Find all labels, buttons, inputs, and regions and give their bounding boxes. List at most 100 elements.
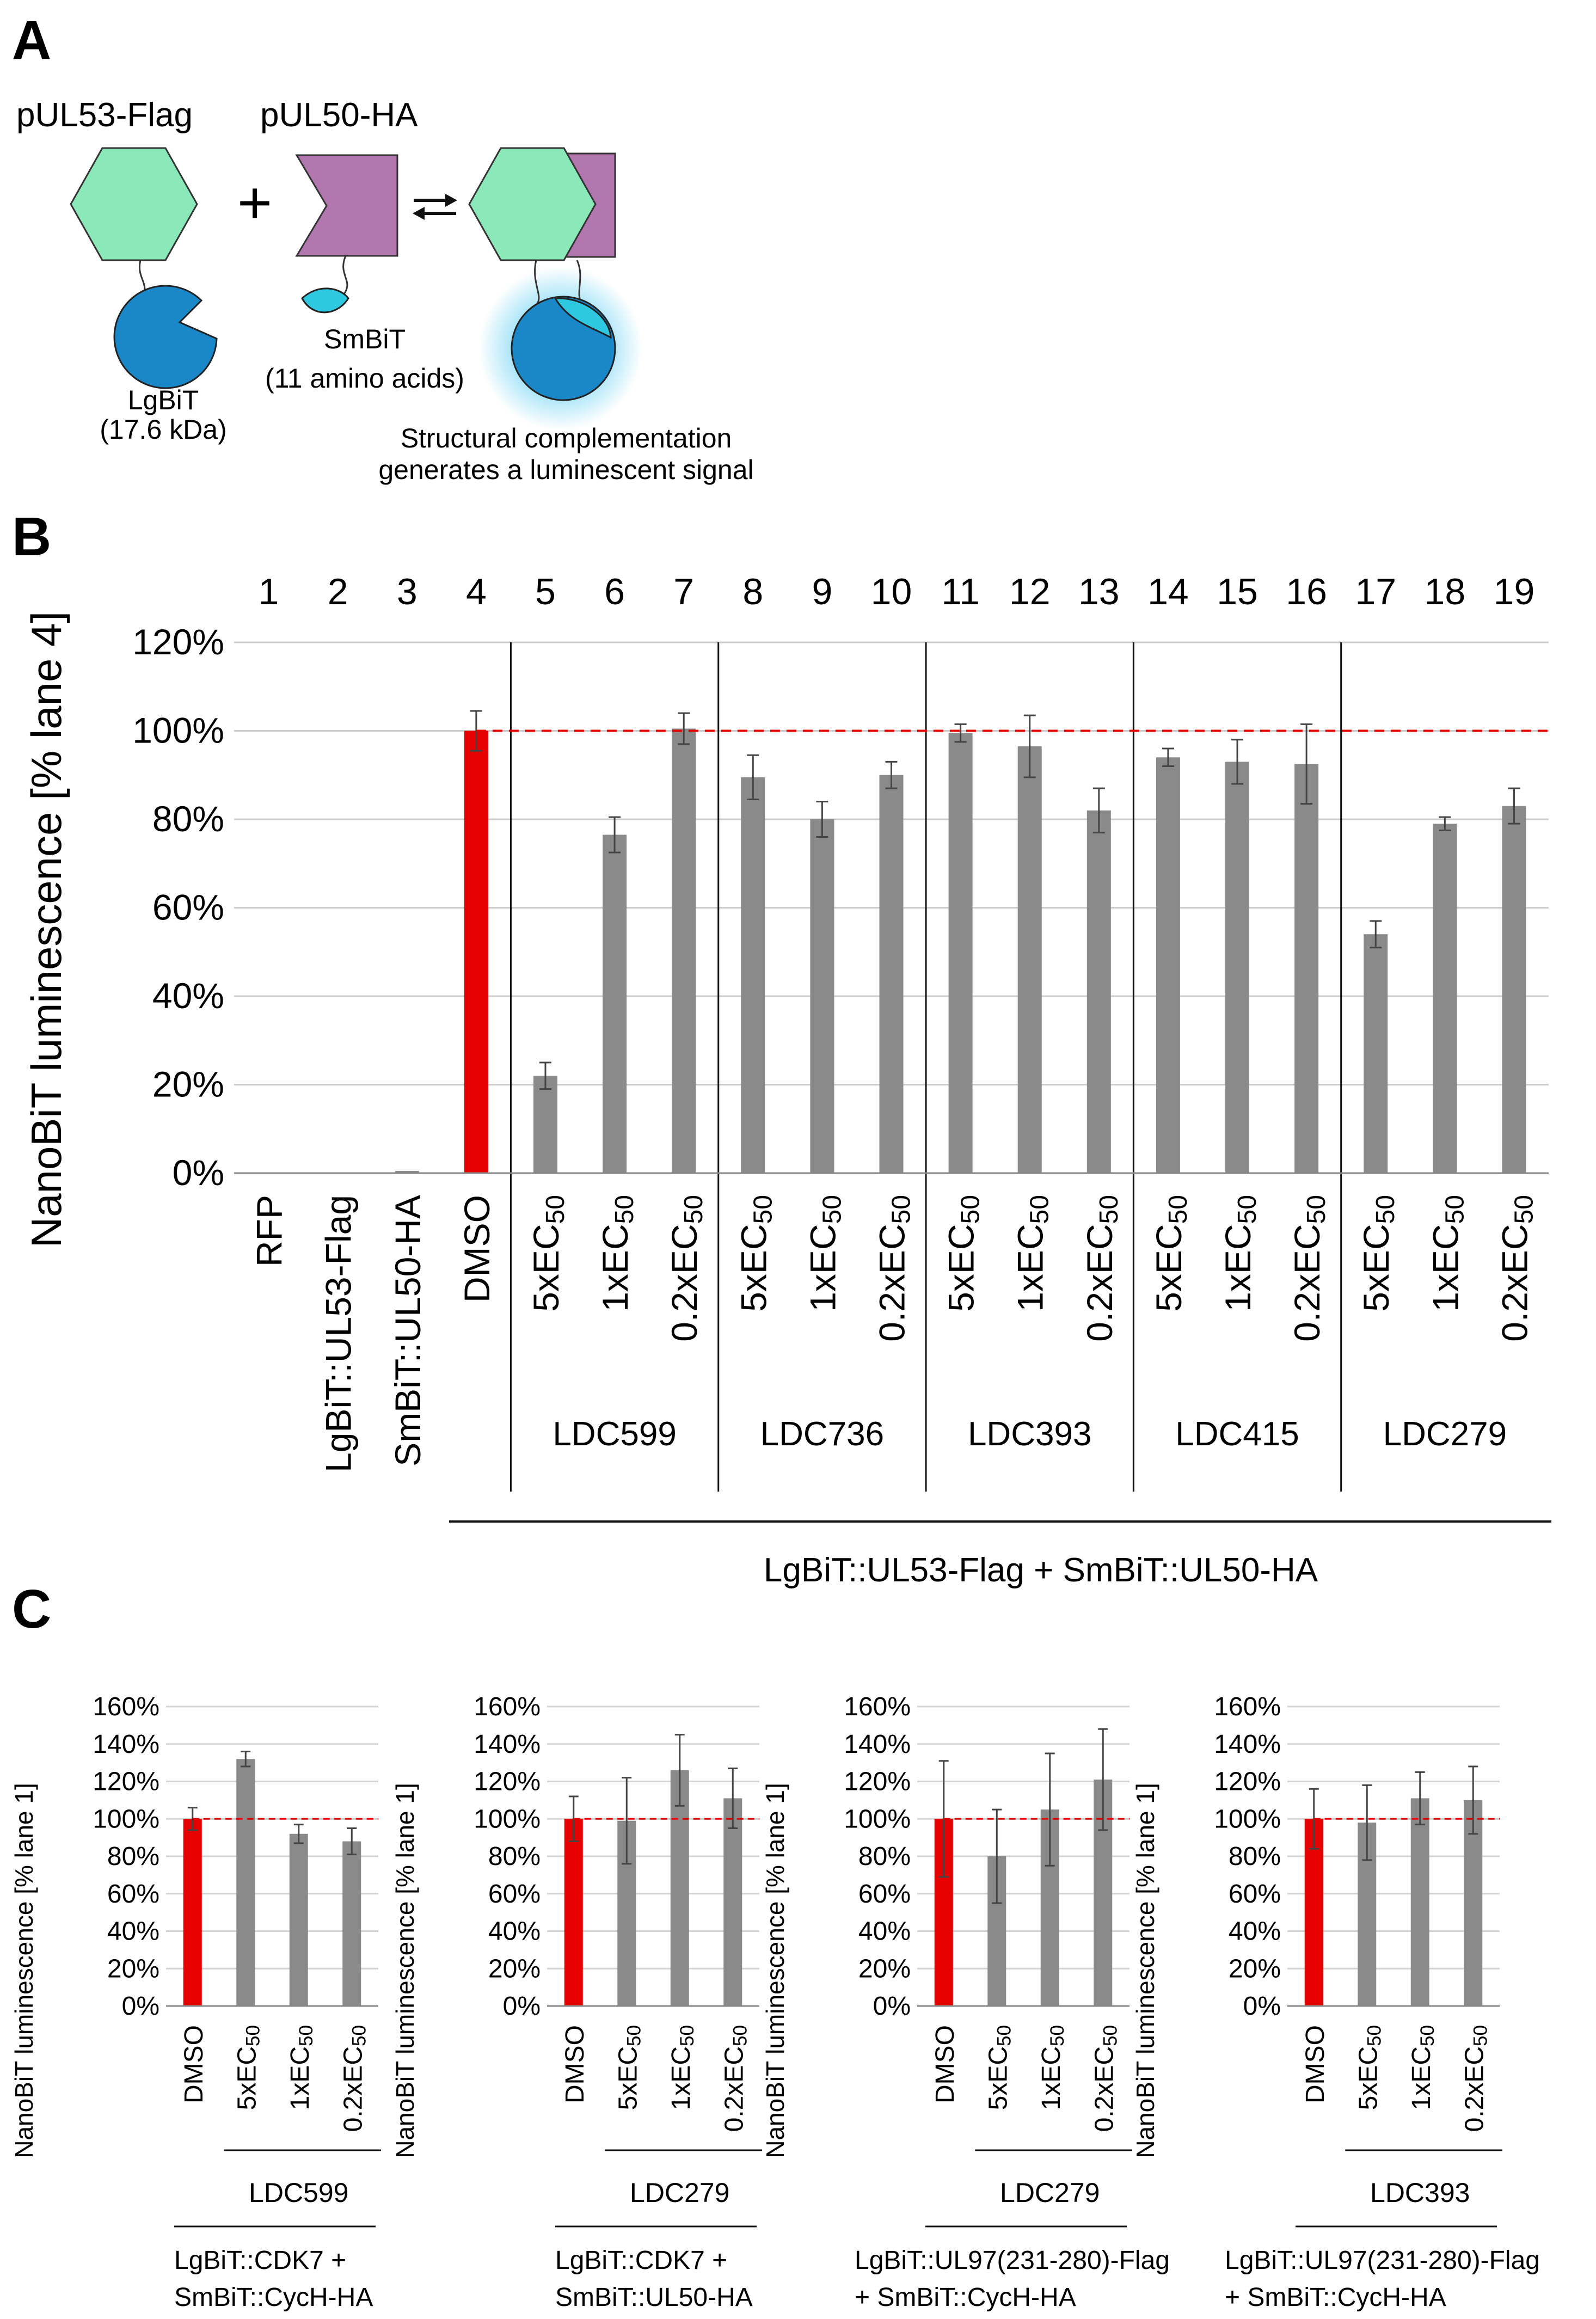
lane-number-b: 15: [1217, 571, 1258, 612]
chart-b: 0% 20% 40% 60% 80% 100% 120% NanoBiT luminescen…: [22, 571, 1551, 1589]
bar-b: [533, 1076, 557, 1173]
complex-smbit-icon: [554, 297, 612, 339]
lgbit-name: LgBiT: [128, 385, 199, 415]
y-axis-title-c: NanoBiT luminescence [% lane 1]: [1131, 1783, 1159, 2158]
x-tick-label-b: 0.2xEC50: [664, 1195, 708, 1342]
x-tick-label-b: LgBiT::UL53-Flag: [318, 1195, 359, 1473]
bar-c: [183, 1819, 202, 2006]
x-tick-label-c: 5xEC50: [613, 2025, 644, 2110]
x-tick-label-c: 5xEC50: [984, 2025, 1015, 2110]
y-tick-label-c: 0%: [503, 1992, 541, 2021]
lane-number-b: 5: [535, 571, 556, 612]
x-tick-label-b: 5xEC50: [1149, 1195, 1193, 1312]
chart-c-1: 0% 20% 40% 60% 80% 100% 120% 140% 160% NanoBiT lu…: [10, 1692, 381, 2312]
x-tick-label-b: 1xEC50: [1425, 1195, 1469, 1312]
compound-label-b: LDC736: [760, 1415, 884, 1453]
y-tick-label-c: 80%: [1229, 1842, 1281, 1871]
bar-b: [603, 835, 627, 1173]
compound-label-c: LDC393: [1370, 2177, 1470, 2208]
y-tick-label-c: 120%: [844, 1768, 911, 1796]
y-tick-label-c: 0%: [873, 1992, 911, 2021]
x-tick-label-c: DMSO: [931, 2025, 960, 2103]
chart-c-3: 0% 20% 40% 60% 80% 100% 120% 140% 160% NanoBiT lu…: [761, 1692, 1170, 2312]
y-tick-label-c: 80%: [488, 1842, 541, 1871]
y-tick-label-b: 20%: [152, 1064, 224, 1105]
y-tick-label-c: 20%: [107, 1954, 159, 1983]
bar-b: [741, 777, 765, 1173]
construct-label-b: LgBiT::UL53-Flag + SmBiT::UL50-HA: [764, 1551, 1318, 1589]
y-axis-title-c: NanoBiT luminescence [% lane 1]: [10, 1783, 38, 2158]
complex-linker-1: [534, 260, 540, 306]
smbit-size: (11 amino acids): [265, 363, 464, 394]
panel-label-c: C: [12, 1579, 51, 1640]
label-pul50-ha: pUL50-HA: [260, 96, 418, 134]
lane-number-b: 13: [1078, 571, 1120, 612]
bar-b: [948, 733, 973, 1173]
y-tick-label-c: 60%: [858, 1880, 911, 1909]
y-tick-label-c: 160%: [844, 1692, 911, 1721]
y-tick-label-c: 60%: [488, 1880, 541, 1909]
x-tick-label-b: DMSO: [457, 1195, 497, 1303]
x-tick-label-b: 0.2xEC50: [1079, 1195, 1124, 1342]
y-tick-label-c: 140%: [1214, 1730, 1281, 1759]
y-tick-label-c: 80%: [107, 1842, 159, 1871]
y-tick-label-c: 20%: [488, 1954, 541, 1983]
panel-label-b: B: [12, 506, 51, 567]
bar-b: [810, 819, 834, 1173]
y-tick-label-b: 120%: [132, 622, 224, 662]
bar-c: [289, 1833, 308, 2006]
y-tick-label-c: 40%: [858, 1917, 911, 1946]
lane-number-b: 8: [742, 571, 763, 612]
y-tick-label-c: 100%: [1214, 1805, 1281, 1833]
bar-c: [564, 1819, 583, 2006]
y-tick-label-c: 120%: [1214, 1768, 1281, 1796]
y-tick-label-c: 160%: [93, 1692, 159, 1721]
lane-number-b: 9: [812, 571, 832, 612]
lane-number-b: 18: [1425, 571, 1466, 612]
y-tick-label-b: 60%: [152, 887, 224, 928]
bar-b: [1086, 810, 1111, 1173]
x-tick-label-b: 0.2xEC50: [1494, 1195, 1538, 1342]
y-axis-title-c: NanoBiT luminescence [% lane 1]: [761, 1783, 789, 2158]
y-tick-label-c: 60%: [1229, 1880, 1281, 1909]
caption-line-1: Structural complementation: [401, 423, 732, 453]
x-tick-label-c: 1xEC50: [667, 2025, 698, 2110]
y-tick-label-c: 160%: [1214, 1692, 1281, 1721]
y-tick-label-c: 40%: [1229, 1917, 1281, 1946]
bar-b: [1225, 762, 1250, 1173]
y-axis-title-c: NanoBiT luminescence [% lane 1]: [391, 1783, 419, 2158]
bar-b: [879, 775, 904, 1173]
bar-c: [1410, 1798, 1429, 2006]
bar-b: [1433, 824, 1457, 1173]
x-tick-label-c: 0.2xEC50: [1090, 2025, 1121, 2132]
x-tick-label-c: 0.2xEC50: [339, 2025, 370, 2132]
y-axis-title-b: NanoBiT luminescence [% lane 4]: [22, 611, 70, 1248]
linker-smbit: [342, 255, 348, 295]
bar-c: [670, 1770, 689, 2006]
x-tick-label-b: 0.2xEC50: [1287, 1195, 1331, 1342]
panel-label-a: A: [12, 10, 51, 71]
lgbit-size: (17.6 kDa): [100, 414, 226, 445]
compound-label-b: LDC279: [1383, 1415, 1507, 1453]
y-tick-label-c: 20%: [858, 1954, 911, 1983]
x-tick-label-b: 5xEC50: [526, 1195, 570, 1312]
y-tick-label-c: 140%: [93, 1730, 159, 1759]
x-tick-label-c: 1xEC50: [1407, 2025, 1438, 2110]
x-tick-label-b: SmBiT::UL50-HA: [388, 1195, 428, 1467]
y-tick-label-c: 100%: [93, 1805, 159, 1833]
schematic: pUL53-Flag pUL50-HA LgBiT (17.6 kDa) + S…: [16, 96, 754, 485]
y-tick-label-b: 100%: [132, 710, 224, 751]
x-tick-label-c: DMSO: [1301, 2025, 1330, 2103]
construct-line-1-c: LgBiT::CDK7 +: [174, 2246, 346, 2275]
y-tick-label-c: 0%: [1243, 1992, 1281, 2021]
x-tick-label-b: 1xEC50: [802, 1195, 846, 1312]
bar-b: [1017, 746, 1042, 1173]
lane-number-b: 16: [1286, 571, 1327, 612]
bar-b: [1502, 806, 1526, 1173]
equilibrium-arrows-icon: [413, 194, 457, 220]
construct-line-2-c: SmBiT::UL50-HA: [555, 2283, 753, 2312]
bar-c: [236, 1759, 255, 2006]
y-tick-label-c: 160%: [474, 1692, 541, 1721]
x-tick-label-b: 5xEC50: [941, 1195, 985, 1312]
bar-c: [1304, 1819, 1323, 2006]
